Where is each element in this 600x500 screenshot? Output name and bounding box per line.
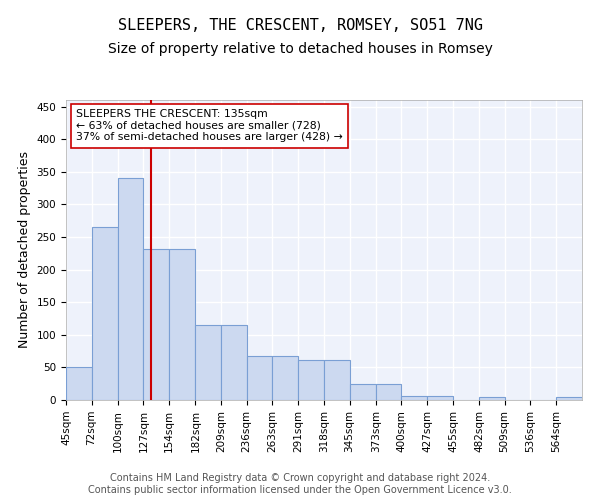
Text: Contains HM Land Registry data © Crown copyright and database right 2024.
Contai: Contains HM Land Registry data © Crown c… [88, 474, 512, 495]
Bar [376, 384, 401, 400]
Bar [66, 368, 92, 400]
Bar [401, 396, 427, 400]
Bar [479, 396, 505, 400]
Y-axis label: Number of detached properties: Number of detached properties [18, 152, 31, 348]
Bar [247, 356, 272, 400]
Bar [143, 248, 169, 400]
Bar [556, 396, 582, 400]
Bar [92, 227, 118, 400]
Bar [350, 384, 376, 400]
Bar [324, 360, 350, 400]
Bar [118, 178, 143, 400]
Text: SLEEPERS, THE CRESCENT, ROMSEY, SO51 7NG: SLEEPERS, THE CRESCENT, ROMSEY, SO51 7NG [118, 18, 482, 32]
Bar [169, 248, 196, 400]
Text: SLEEPERS THE CRESCENT: 135sqm
← 63% of detached houses are smaller (728)
37% of : SLEEPERS THE CRESCENT: 135sqm ← 63% of d… [76, 109, 343, 142]
Bar [298, 360, 324, 400]
Bar [272, 356, 298, 400]
Bar [196, 325, 221, 400]
Text: Size of property relative to detached houses in Romsey: Size of property relative to detached ho… [107, 42, 493, 56]
Bar [427, 396, 454, 400]
Bar [221, 325, 247, 400]
